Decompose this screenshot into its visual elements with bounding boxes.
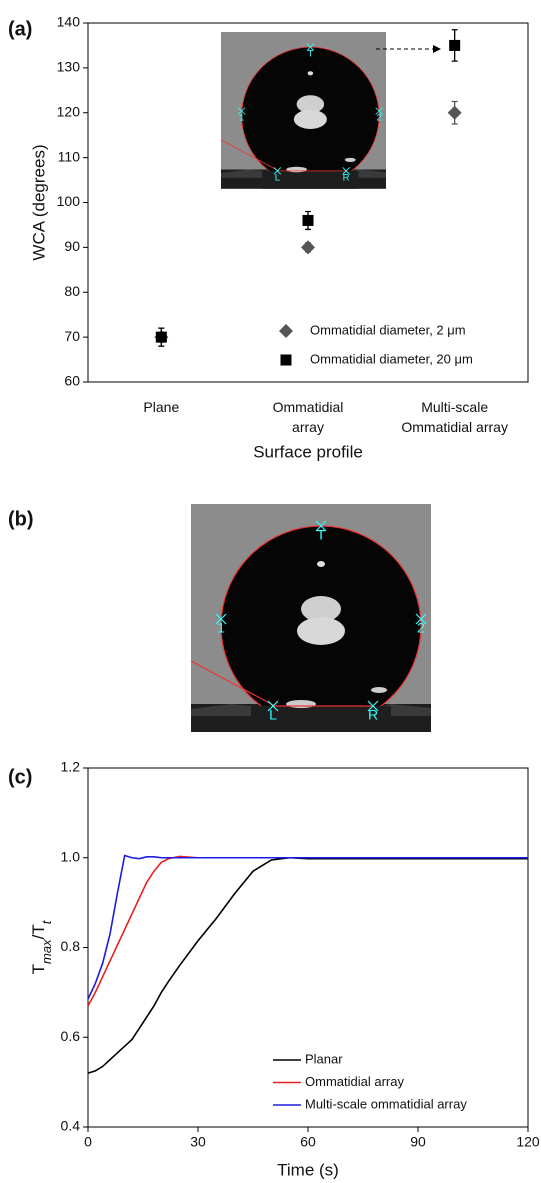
droplet-image: T 1 2 L R bbox=[191, 504, 431, 732]
y-axis-label: WCA (degrees) bbox=[29, 144, 48, 260]
y-tick-label: 70 bbox=[64, 328, 80, 344]
legend-label: Ommatidial diameter, 20 μm bbox=[310, 351, 473, 366]
point bbox=[449, 40, 460, 51]
reflection bbox=[297, 617, 345, 645]
x-tick-line: Plane bbox=[143, 399, 179, 415]
legend-label: Ommatidial array bbox=[305, 1074, 404, 1089]
series-line bbox=[88, 856, 528, 1005]
droplet-label: L bbox=[269, 707, 277, 723]
y-tick-label: 1.2 bbox=[61, 759, 81, 775]
x-axis-label: Time (s) bbox=[277, 1160, 339, 1179]
x-tick-line: Ommatidial array bbox=[401, 419, 508, 435]
droplet-image: T 1 2 L R bbox=[221, 32, 386, 189]
x-tick-label: 30 bbox=[190, 1134, 206, 1150]
legend-label: Multi-scale ommatidial array bbox=[305, 1096, 467, 1111]
point bbox=[303, 215, 314, 226]
y-tick-label: 80 bbox=[64, 283, 80, 299]
droplet-label: 2 bbox=[376, 112, 381, 123]
reflection bbox=[286, 700, 316, 708]
point bbox=[156, 332, 167, 343]
y-tick-label: 140 bbox=[57, 14, 81, 30]
panel-label: (b) bbox=[8, 508, 34, 530]
droplet-label: L bbox=[275, 172, 281, 183]
reflection bbox=[317, 561, 325, 567]
x-tick-label: Plane bbox=[143, 399, 179, 415]
y-tick-label: 100 bbox=[57, 193, 81, 209]
x-tick-label: Multi-scale Ommatidial array bbox=[401, 399, 508, 435]
reflection bbox=[345, 158, 356, 162]
droplet-label: T bbox=[317, 527, 326, 543]
y-axis-label-part: T bbox=[29, 964, 48, 974]
y-axis-label-part: max bbox=[39, 939, 54, 964]
y-axis-label-part: t bbox=[39, 919, 54, 924]
reflection bbox=[294, 110, 327, 129]
series-line bbox=[88, 856, 528, 1000]
y-axis-label: Tmax/Tt bbox=[29, 919, 53, 974]
y-tick-label: 130 bbox=[57, 59, 81, 75]
x-tick-label: 90 bbox=[410, 1134, 426, 1150]
panel-label: (a) bbox=[8, 18, 32, 40]
x-axis-label: Surface profile bbox=[253, 442, 363, 461]
droplet-label: 1 bbox=[217, 620, 225, 636]
x-tick-label: 0 bbox=[84, 1134, 92, 1150]
legend-label: Planar bbox=[305, 1051, 343, 1066]
series-line bbox=[88, 858, 528, 1073]
x-tick-label: 60 bbox=[300, 1134, 316, 1150]
y-tick-label: 0.6 bbox=[61, 1028, 81, 1044]
droplet-label: 2 bbox=[417, 620, 425, 636]
legend-label: Ommatidial diameter, 2 μm bbox=[310, 322, 466, 337]
panel-label: (c) bbox=[8, 766, 32, 788]
reflection bbox=[308, 71, 314, 75]
x-tick-line: array bbox=[292, 419, 324, 435]
reflection bbox=[286, 167, 307, 173]
reflection bbox=[371, 687, 387, 693]
y-tick-label: 60 bbox=[64, 373, 80, 389]
y-axis-label-part: /T bbox=[29, 924, 48, 939]
y-tick-label: 120 bbox=[57, 103, 81, 119]
droplet-label: 1 bbox=[239, 112, 244, 123]
x-tick-label: 120 bbox=[516, 1134, 540, 1150]
legend-marker bbox=[281, 355, 292, 366]
x-tick-line: Ommatidial bbox=[273, 399, 344, 415]
figure: (a) (b) (c) 60708090100110120130140Plane… bbox=[0, 0, 541, 1183]
droplet-label: T bbox=[307, 49, 313, 60]
legend-marker bbox=[279, 324, 293, 338]
point bbox=[301, 240, 315, 254]
droplet-label: R bbox=[343, 172, 350, 183]
y-tick-label: 110 bbox=[58, 148, 81, 164]
x-tick-line: Multi-scale bbox=[421, 399, 488, 415]
y-tick-label: 0.8 bbox=[61, 938, 81, 954]
droplet-label: R bbox=[368, 707, 378, 723]
y-tick-label: 1.0 bbox=[61, 848, 81, 864]
y-tick-label: 0.4 bbox=[61, 1118, 81, 1134]
x-tick-label: Ommatidial array bbox=[273, 399, 344, 435]
point bbox=[448, 106, 462, 120]
y-tick-label: 90 bbox=[64, 238, 80, 254]
